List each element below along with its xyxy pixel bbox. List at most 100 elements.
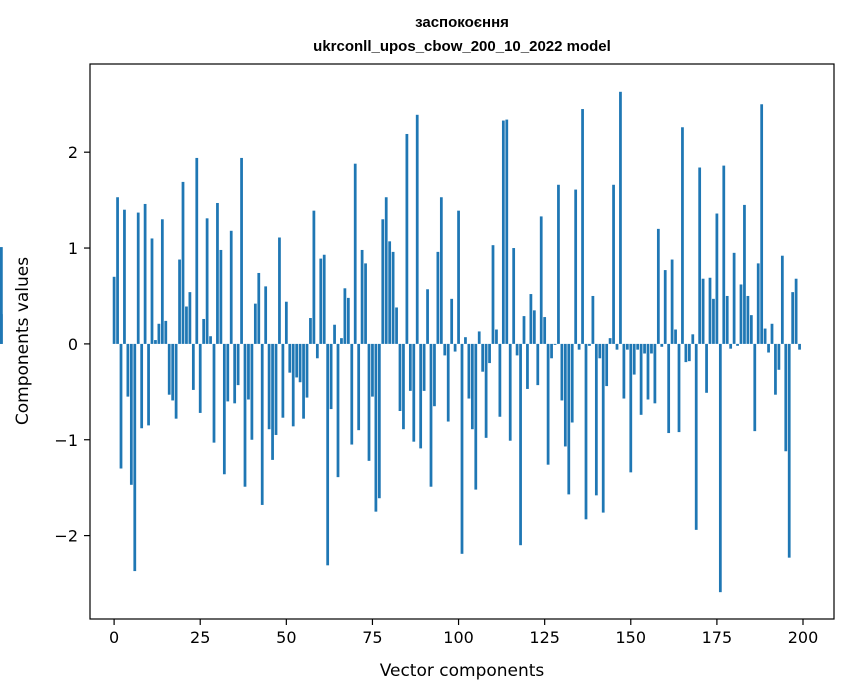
bar <box>615 343 619 350</box>
bar <box>712 298 715 344</box>
bar <box>639 343 643 415</box>
bar <box>150 238 154 344</box>
bar <box>419 343 423 449</box>
bar <box>729 343 733 349</box>
bar <box>322 254 326 344</box>
plot-frame <box>89 63 835 620</box>
x-tick-label: 25 <box>190 628 210 647</box>
bar <box>612 184 615 344</box>
bar <box>198 343 202 413</box>
bar <box>367 343 371 461</box>
bar <box>395 307 398 344</box>
bar <box>515 343 519 356</box>
bar <box>474 343 478 490</box>
bar <box>691 334 695 344</box>
y-axis-label: Components values <box>13 257 33 425</box>
bar <box>271 343 274 460</box>
bar <box>694 343 698 530</box>
bar <box>663 270 667 344</box>
bar <box>302 343 305 419</box>
bar <box>512 248 516 344</box>
x-tick-label: 50 <box>276 628 296 647</box>
bar <box>209 336 212 344</box>
bar <box>295 343 299 378</box>
bar <box>160 219 164 344</box>
bar <box>439 197 443 344</box>
bar <box>288 343 292 373</box>
bar <box>371 343 374 397</box>
bar <box>553 343 557 345</box>
bar <box>202 318 206 344</box>
bar <box>725 295 729 344</box>
bar <box>749 315 753 344</box>
bar <box>312 210 316 344</box>
bar <box>539 216 543 344</box>
bar <box>281 343 285 418</box>
bar <box>787 343 791 558</box>
bar <box>495 329 498 344</box>
bar <box>584 343 588 520</box>
bar <box>412 343 416 442</box>
bar <box>770 323 774 344</box>
bar <box>460 343 464 554</box>
bar <box>333 324 336 344</box>
bar <box>550 343 553 359</box>
bar <box>284 301 288 344</box>
bar <box>643 343 646 354</box>
bar <box>243 343 247 487</box>
bar <box>195 157 199 344</box>
bar <box>625 343 629 350</box>
x-axis-label: Vector components <box>380 661 545 681</box>
bar <box>0 247 3 344</box>
x-tick-label: 150 <box>616 628 647 647</box>
bar <box>257 272 261 344</box>
y-tick-label: −1 <box>54 431 78 450</box>
y-tick-label: 1 <box>68 239 78 258</box>
bar <box>240 157 243 344</box>
bar <box>746 295 750 344</box>
bar <box>674 329 677 344</box>
bar <box>501 120 505 344</box>
bar <box>360 249 364 344</box>
bar <box>498 343 502 417</box>
bar <box>798 343 801 350</box>
bar <box>181 181 185 344</box>
bar <box>154 340 157 344</box>
bar <box>636 343 640 350</box>
bar <box>229 230 233 344</box>
bar <box>718 343 722 593</box>
x-tick-label: 100 <box>443 628 474 647</box>
bar <box>653 343 657 404</box>
bar <box>467 343 471 399</box>
bar <box>129 343 133 485</box>
bar <box>619 91 622 344</box>
bar <box>205 218 209 344</box>
bar <box>336 343 340 478</box>
bar <box>116 197 119 344</box>
bar <box>622 343 626 399</box>
bar <box>112 276 116 344</box>
bar <box>446 343 450 422</box>
bar <box>687 343 691 362</box>
bar <box>374 343 378 512</box>
bar <box>526 343 529 389</box>
bar <box>777 343 781 370</box>
bar <box>164 320 168 344</box>
bar <box>477 331 481 344</box>
bar <box>780 255 784 344</box>
bar <box>226 343 230 402</box>
bar <box>646 343 650 400</box>
bar <box>632 343 636 375</box>
bar <box>608 338 612 344</box>
bar <box>212 343 216 443</box>
bar <box>433 343 436 407</box>
bar <box>529 294 533 344</box>
bar <box>739 284 743 344</box>
bar <box>219 249 223 344</box>
x-tick-label: 75 <box>362 628 382 647</box>
bar <box>677 343 681 433</box>
bar <box>701 278 705 344</box>
bar <box>405 133 409 344</box>
bar <box>222 343 226 475</box>
bar <box>136 212 140 344</box>
